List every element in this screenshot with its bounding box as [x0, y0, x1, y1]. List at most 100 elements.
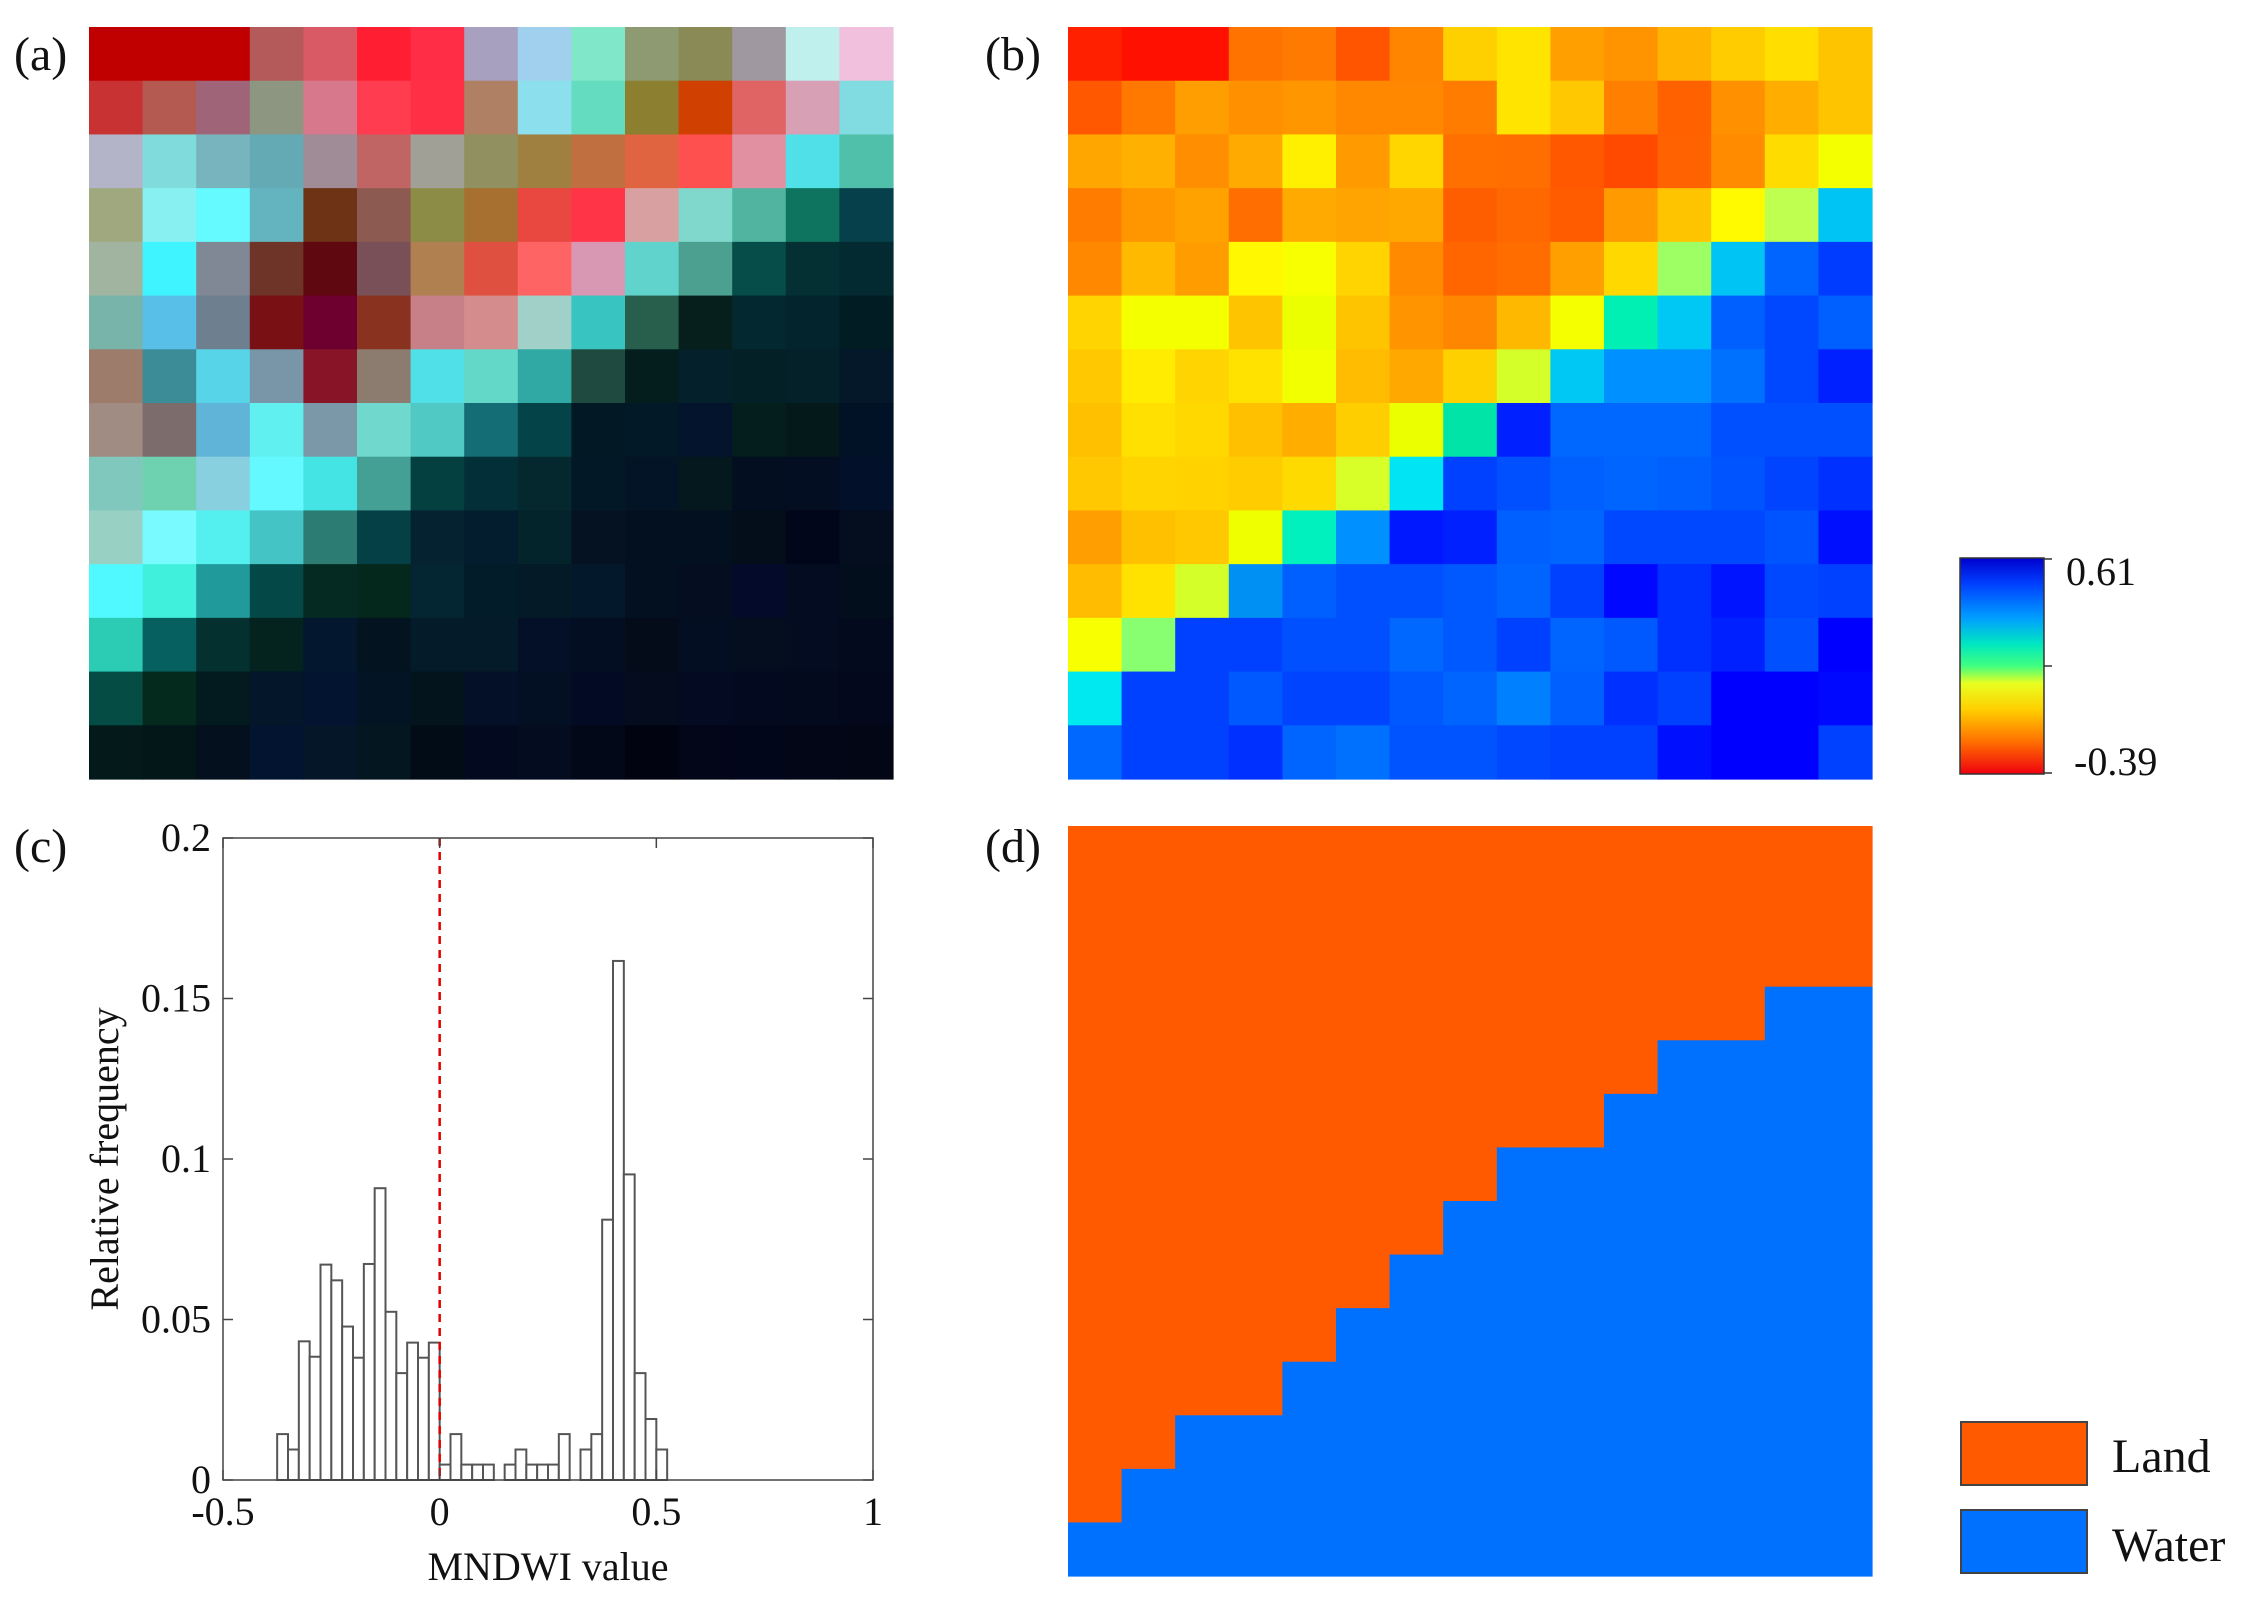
mndwi-pixel-cell	[1175, 403, 1230, 458]
image-pixel-cell	[839, 403, 894, 458]
image-pixel-cell	[196, 456, 251, 512]
water-region	[1657, 1040, 1873, 1095]
mndwi-pixel-cell	[1764, 403, 1819, 458]
mndwi-pixel-cell	[1443, 349, 1498, 404]
image-pixel-cell	[839, 134, 894, 189]
land-region	[1068, 826, 1873, 881]
y-tick-label: 0.05	[141, 1297, 211, 1342]
land-region	[1068, 1468, 1123, 1524]
mndwi-pixel-cell	[1389, 188, 1444, 243]
image-pixel-cell	[785, 188, 840, 243]
panel-label-b: (b)	[985, 28, 1041, 81]
image-pixel-cell	[732, 403, 787, 458]
histogram-bar	[655, 1448, 669, 1482]
mndwi-pixel-cell	[1443, 27, 1498, 82]
image-pixel-cell	[678, 134, 733, 189]
mndwi-pixel-cell	[1228, 295, 1283, 350]
image-pixel-cell	[410, 725, 465, 780]
mndwi-pixel-cell	[1711, 349, 1766, 404]
mndwi-pixel-cell	[1711, 725, 1766, 780]
mndwi-pixel-cell	[1336, 617, 1391, 673]
mndwi-pixel-cell	[1068, 241, 1123, 297]
image-pixel-cell	[410, 510, 465, 565]
image-pixel-cell	[196, 510, 251, 565]
image-pixel-cell	[625, 295, 680, 350]
x-tick-label: 0	[430, 1489, 450, 1534]
mndwi-pixel-cell	[1121, 403, 1176, 458]
histogram-bars	[276, 959, 669, 1482]
mndwi-pixel-cell	[1818, 510, 1873, 565]
image-pixel-cell	[464, 403, 519, 458]
histogram-bar	[536, 1463, 549, 1481]
image-pixel-cell	[678, 617, 733, 673]
colorbar-min-label: -0.39	[2074, 739, 2157, 784]
mndwi-pixel-cell	[1711, 134, 1766, 189]
mndwi-pixel-cell	[1175, 725, 1230, 780]
mndwi-pixel-cell	[1711, 617, 1766, 673]
mndwi-pixel-cell	[1175, 27, 1230, 82]
image-pixel-cell	[839, 295, 894, 350]
histogram-bar	[362, 1262, 376, 1481]
image-pixel-cell	[142, 564, 197, 619]
image-pixel-cell	[196, 349, 251, 404]
image-pixel-cell	[89, 188, 144, 243]
image-pixel-cell	[678, 241, 733, 297]
image-pixel-cell	[410, 188, 465, 243]
mndwi-pixel-cell	[1282, 617, 1337, 673]
panel-c-histogram: -0.5 0 0.5 100.050.10.150.2 MNDWI value Rel…	[82, 815, 883, 1589]
mndwi-pixel-cell	[1443, 617, 1498, 673]
mndwi-pixel-cell	[1604, 403, 1659, 458]
image-pixel-cell	[678, 403, 733, 458]
water-region	[1282, 1361, 1873, 1416]
mndwi-pixel-cell	[1764, 295, 1819, 350]
image-pixel-cell	[249, 27, 304, 82]
image-pixel-cell	[357, 27, 412, 82]
image-pixel-cell	[839, 456, 894, 512]
image-pixel-cell	[357, 725, 412, 780]
image-pixel-cell	[571, 80, 626, 136]
mndwi-pixel-cell	[1818, 456, 1873, 512]
image-pixel-cell	[571, 671, 626, 726]
image-pixel-cell	[625, 671, 680, 726]
image-pixel-cell	[249, 80, 304, 136]
land-region	[1068, 879, 1873, 934]
mndwi-pixel-cell	[1496, 295, 1551, 350]
image-pixel-cell	[625, 349, 680, 404]
mndwi-pixel-cell	[1282, 725, 1337, 780]
mndwi-pixel-cell	[1818, 241, 1873, 297]
mndwi-pixel-cell	[1818, 671, 1873, 726]
mndwi-pixel-cell	[1389, 134, 1444, 189]
image-pixel-cell	[785, 80, 840, 136]
image-pixel-cell	[464, 80, 519, 136]
mndwi-pixel-cell	[1818, 403, 1873, 458]
mndwi-pixel-cell	[1336, 27, 1391, 82]
image-pixel-cell	[303, 725, 358, 780]
image-pixel-cell	[732, 671, 787, 726]
mndwi-pixel-cell	[1550, 617, 1605, 673]
mndwi-pixel-cell	[1604, 725, 1659, 780]
mndwi-pixel-cell	[1068, 725, 1123, 780]
image-pixel-cell	[89, 27, 144, 82]
image-pixel-cell	[89, 564, 144, 619]
image-pixel-cell	[303, 456, 358, 512]
mndwi-pixel-cell	[1711, 80, 1766, 136]
mndwi-pixel-cell	[1657, 241, 1712, 297]
image-pixel-cell	[517, 617, 572, 673]
image-pixel-cell	[732, 617, 787, 673]
mndwi-pixel-cell	[1175, 295, 1230, 350]
image-pixel-cell	[678, 725, 733, 780]
mndwi-pixel-cell	[1121, 617, 1176, 673]
mndwi-pixel-cell	[1228, 725, 1283, 780]
image-pixel-cell	[571, 295, 626, 350]
mndwi-pixel-cell	[1818, 295, 1873, 350]
image-pixel-cell	[357, 241, 412, 297]
mndwi-pixel-cell	[1443, 456, 1498, 512]
land-region	[1068, 1308, 1337, 1363]
image-pixel-cell	[303, 134, 358, 189]
image-pixel-cell	[732, 27, 787, 82]
mndwi-pixel-cell	[1550, 241, 1605, 297]
histogram-bar	[557, 1433, 571, 1481]
mndwi-pixel-cell	[1764, 617, 1819, 673]
image-pixel-cell	[839, 510, 894, 565]
image-pixel-cell	[839, 617, 894, 673]
